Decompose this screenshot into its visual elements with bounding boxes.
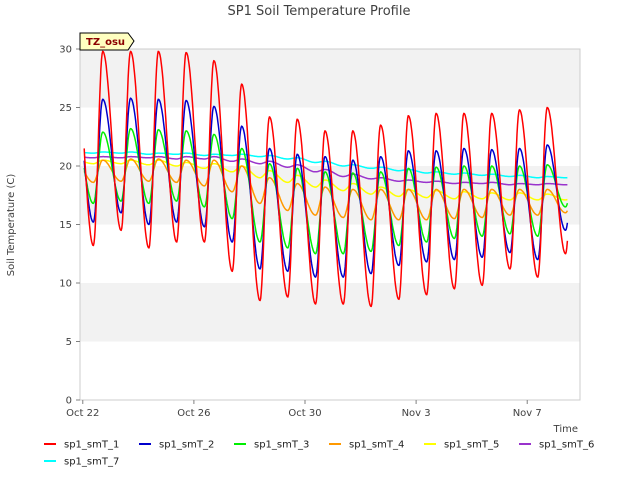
- y-axis-ticks: 0 5 10 15 20 25 30: [59, 45, 80, 407]
- legend-label: sp1_smT_1: [64, 440, 119, 451]
- y-tick-label: 30: [59, 45, 72, 56]
- station-badge-box: [79, 32, 135, 51]
- x-tick-label: Oct 22: [66, 408, 99, 419]
- x-tick-label: Nov 3: [402, 408, 431, 419]
- y-tick-label: 10: [59, 279, 72, 290]
- y-tick-label: 0: [66, 396, 72, 407]
- y-axis-label: Soil Temperature (C): [6, 174, 17, 277]
- x-tick-label: Oct 30: [288, 408, 321, 419]
- grid-band: [80, 224, 580, 283]
- y-tick-label: 25: [59, 103, 72, 114]
- legend-label: sp1_smT_7: [64, 457, 119, 468]
- x-axis-label: Time: [553, 424, 578, 435]
- station-badge-label: TZ_osu: [86, 37, 125, 48]
- legend-item-sp1_smT_4: sp1_smT_4: [329, 440, 404, 451]
- y-tick-label: 20: [59, 162, 72, 173]
- chart-title: SP1 Soil Temperature Profile: [228, 4, 411, 19]
- x-axis-ticks: Oct 22 Oct 26 Oct 30 Nov 3 Nov 7: [66, 400, 542, 419]
- legend-item-sp1_smT_3: sp1_smT_3: [234, 440, 309, 451]
- legend: sp1_smT_1 sp1_smT_2 sp1_smT_3 sp1_smT_4 sp1_…: [44, 440, 594, 468]
- legend-label: sp1_smT_2: [159, 440, 214, 451]
- legend-item-sp1_smT_2: sp1_smT_2: [139, 440, 214, 451]
- legend-item-sp1_smT_6: sp1_smT_6: [519, 440, 594, 451]
- series-line-sp1_smT_1: [83, 50, 569, 308]
- series-lines: [83, 50, 569, 308]
- legend-label: sp1_smT_5: [444, 440, 499, 451]
- x-tick-label: Oct 26: [177, 408, 210, 419]
- grid-band: [80, 341, 580, 400]
- series-line-sp1_smT_7: [83, 151, 568, 179]
- legend-label: sp1_smT_4: [349, 440, 404, 451]
- station-badge: TZ_osu: [79, 32, 135, 51]
- legend-label: sp1_smT_6: [539, 440, 594, 451]
- legend-item-sp1_smT_7: sp1_smT_7: [44, 457, 119, 468]
- grid-band: [80, 283, 580, 342]
- legend-item-sp1_smT_1: sp1_smT_1: [44, 440, 119, 451]
- x-tick-label: Nov 7: [513, 408, 542, 419]
- y-tick-label: 15: [59, 220, 72, 231]
- y-tick-label: 5: [66, 337, 72, 348]
- legend-item-sp1_smT_5: sp1_smT_5: [424, 440, 499, 451]
- legend-label: sp1_smT_3: [254, 440, 309, 451]
